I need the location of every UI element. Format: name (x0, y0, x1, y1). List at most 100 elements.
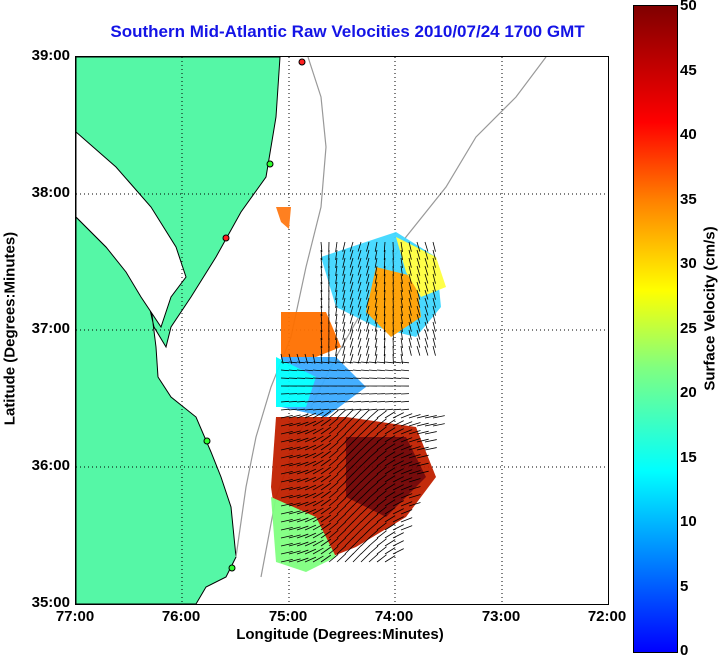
velocity-arrow (344, 369, 354, 372)
velocity-arrow (336, 433, 347, 443)
velocity-arrow (296, 461, 309, 467)
velocity-arrow (304, 516, 317, 523)
velocity-arrow (424, 321, 429, 332)
velocity-arrow (416, 470, 429, 475)
velocity-arrow (312, 419, 324, 427)
velocity-arrow (400, 281, 403, 292)
velocity-arrow (383, 353, 386, 365)
velocity-arrow (349, 345, 354, 356)
ytick-label: 39:00 (31, 47, 70, 64)
velocity-patch (346, 437, 426, 517)
velocity-arrow (408, 478, 421, 483)
velocity-arrow (416, 345, 421, 356)
velocity-arrow (360, 537, 370, 547)
colorbar-tick: 45 (680, 62, 697, 79)
velocity-arrow (376, 418, 387, 427)
velocity-arrow (344, 481, 354, 491)
velocity-arrow (368, 409, 379, 419)
velocity-arrow (384, 483, 396, 491)
velocity-arrow (416, 438, 429, 443)
velocity-arrow (366, 289, 370, 300)
velocity-arrow (342, 273, 346, 284)
velocity-arrow (288, 494, 301, 499)
velocity-arrow (432, 297, 436, 308)
velocity-arrow (296, 477, 309, 483)
map-area[interactable] (75, 56, 609, 605)
velocity-arrow (432, 257, 436, 268)
velocity-arrow (376, 546, 387, 555)
velocity-arrow (352, 529, 362, 539)
velocity-arrow (392, 500, 404, 507)
velocity-arrow (392, 492, 404, 499)
velocity-arrow (344, 441, 354, 451)
velocity-arrow (400, 493, 413, 499)
velocity-arrow (336, 425, 347, 435)
velocity-arrow (344, 417, 354, 427)
velocity-arrow (400, 445, 413, 451)
velocity-arrow (360, 505, 370, 515)
velocity-arrow (288, 526, 301, 531)
velocity-arrow (368, 465, 379, 475)
velocity-arrow (312, 531, 324, 539)
velocity-arrow (416, 454, 429, 459)
velocity-arrow (349, 329, 354, 340)
velocity-arrow (296, 549, 309, 555)
velocity-arrow (424, 281, 429, 292)
velocity-arrow (344, 425, 354, 435)
grid-lines (76, 57, 608, 604)
velocity-arrow (376, 474, 387, 483)
velocity-arrow (383, 249, 386, 261)
velocity-arrow (349, 297, 354, 308)
velocity-arrow (349, 249, 354, 260)
velocity-arrow (296, 429, 309, 435)
velocity-arrow (344, 497, 354, 507)
velocity-arrow (344, 457, 354, 467)
velocity-arrow (352, 489, 362, 499)
velocity-arrow (416, 462, 429, 467)
velocity-arrow (374, 313, 378, 324)
station-marker (203, 437, 211, 445)
velocity-arrow (376, 530, 387, 539)
velocity-arrow (320, 408, 329, 411)
velocity-arrow (320, 337, 323, 348)
velocity-arrow (352, 521, 362, 531)
velocity-arrow (424, 289, 429, 300)
velocity-arrow (368, 369, 378, 372)
velocity-arrow (357, 305, 362, 316)
velocity-arrow (344, 473, 354, 483)
velocity-arrow (344, 513, 354, 523)
velocity-arrow (384, 515, 396, 523)
velocity-arrow (328, 418, 339, 427)
velocity-arrow (357, 281, 362, 292)
xtick-label: 77:00 (55, 608, 95, 625)
velocity-arrow (368, 408, 377, 411)
colorbar-tick: 5 (680, 578, 689, 595)
velocity-arrow (368, 425, 379, 435)
velocity-arrow (408, 289, 412, 300)
velocity-arrow (360, 361, 370, 364)
velocity-arrow (328, 474, 339, 483)
velocity-arrow (376, 426, 387, 435)
velocity-arrow (304, 492, 317, 499)
velocity-arrow (376, 466, 387, 475)
velocity-arrow (392, 400, 402, 403)
velocity-arrow (342, 289, 346, 300)
velocity-arrow (336, 400, 346, 403)
velocity-arrow (374, 289, 378, 300)
velocity-arrow (360, 449, 370, 459)
xtick-label: 75:00 (268, 608, 308, 625)
velocity-arrow (360, 513, 370, 523)
velocity-arrow (384, 408, 393, 411)
velocity-arrow (320, 410, 332, 419)
velocity-arrow (384, 539, 396, 547)
velocity-arrow (400, 400, 410, 403)
colorbar-tick: 40 (680, 126, 697, 143)
velocity-arrow (368, 553, 379, 563)
velocity-arrow (336, 465, 347, 475)
velocity-arrow (320, 466, 332, 475)
velocity-arrow (376, 554, 387, 563)
velocity-arrow (408, 454, 421, 459)
velocity-arrow (383, 281, 386, 293)
velocity-arrow (416, 321, 421, 332)
velocity-arrow (320, 426, 332, 435)
